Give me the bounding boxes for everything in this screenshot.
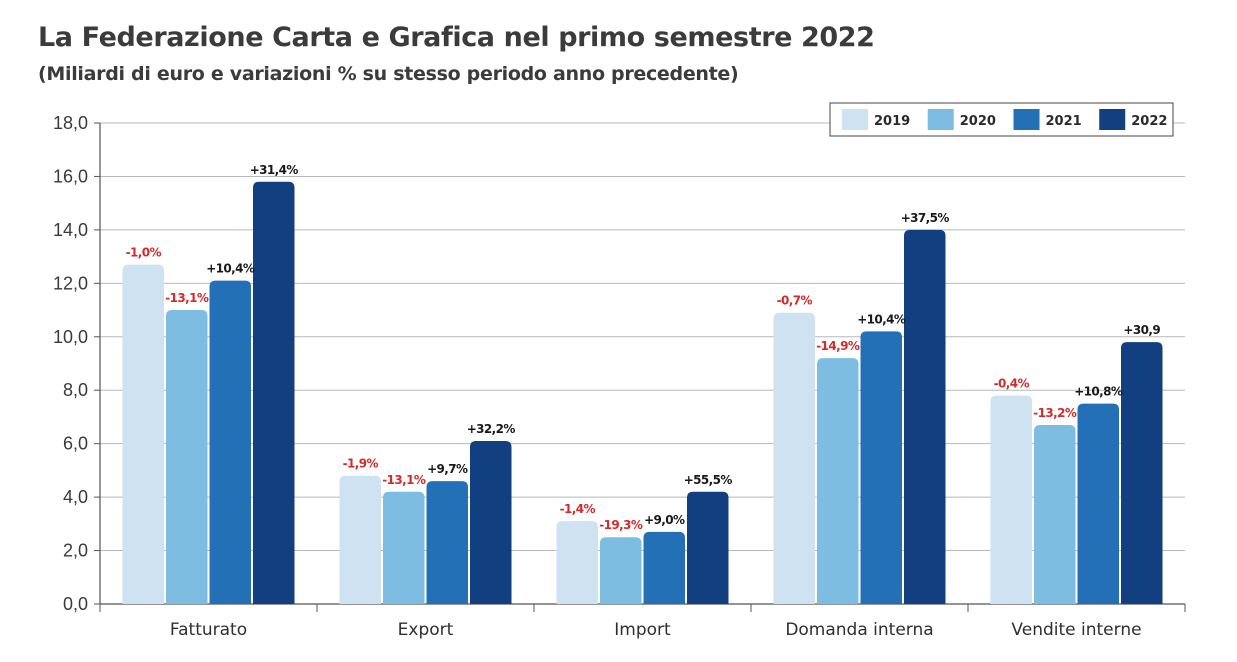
legend: 2019 2020 2021 2022 bbox=[829, 102, 1174, 137]
y-tick-label: 8,0 bbox=[63, 380, 88, 400]
legend-box bbox=[829, 102, 1174, 137]
data-label: +37,5% bbox=[901, 211, 950, 225]
data-label: -0,7% bbox=[777, 294, 813, 308]
bar bbox=[904, 229, 946, 604]
legend-label: 2021 bbox=[1046, 114, 1082, 129]
bar bbox=[687, 491, 729, 604]
bar bbox=[990, 395, 1032, 604]
data-label: -19,3% bbox=[599, 518, 643, 532]
data-label: -14,9% bbox=[816, 339, 860, 353]
legend-label: 2022 bbox=[1131, 114, 1167, 129]
bar bbox=[166, 310, 208, 604]
bar bbox=[470, 440, 512, 604]
data-label: +10,4% bbox=[206, 262, 255, 276]
bar bbox=[209, 280, 251, 604]
legend-swatch bbox=[1099, 109, 1126, 130]
y-tick-label: 16,0 bbox=[53, 166, 88, 186]
x-category-label: Export bbox=[398, 620, 454, 640]
bar bbox=[773, 312, 815, 604]
legend-label: 2020 bbox=[960, 114, 996, 129]
data-label: +32,2% bbox=[467, 422, 516, 436]
legend-swatch bbox=[842, 109, 868, 130]
bars bbox=[122, 181, 1163, 605]
y-tick-label: 2,0 bbox=[63, 541, 88, 561]
y-tick-label: 0,0 bbox=[63, 594, 88, 614]
data-label: -13,1% bbox=[165, 291, 209, 305]
bar bbox=[339, 475, 381, 604]
x-category-label: Import bbox=[614, 620, 671, 640]
y-tick-label: 10,0 bbox=[53, 327, 88, 347]
x-category-label: Vendite interne bbox=[1011, 620, 1141, 640]
bar bbox=[122, 264, 164, 604]
data-label: +10,8% bbox=[1074, 385, 1123, 399]
data-label: -13,1% bbox=[382, 473, 426, 487]
bar bbox=[1034, 424, 1076, 604]
data-label: -1,4% bbox=[560, 502, 596, 516]
data-labels: -1,0%-13,1%+10,4%+31,4%-1,9%-13,1%+9,7%+… bbox=[126, 163, 1161, 532]
bar bbox=[1077, 403, 1119, 604]
x-category-label: Fatturato bbox=[170, 620, 247, 640]
x-category-label: Domanda interna bbox=[785, 620, 933, 640]
data-label: -0,4% bbox=[994, 377, 1030, 391]
bar bbox=[556, 521, 598, 604]
y-tick-label: 6,0 bbox=[63, 434, 88, 454]
data-label: -1,0% bbox=[126, 246, 162, 260]
data-label: +9,7% bbox=[427, 462, 468, 476]
bar bbox=[600, 537, 642, 604]
bar bbox=[253, 181, 295, 605]
y-tick-label: 18,0 bbox=[53, 113, 88, 133]
legend-swatch bbox=[1013, 109, 1040, 130]
y-tick-label: 14,0 bbox=[53, 220, 88, 240]
bar bbox=[1121, 342, 1163, 604]
data-label: +55,5% bbox=[684, 473, 733, 487]
bar bbox=[817, 358, 859, 604]
bar bbox=[383, 491, 425, 604]
data-label: +10,4% bbox=[857, 312, 906, 326]
axes: 0,0 2,0 4,0 6,0 8,0 10,0 12,0 14,0 16,0 18,0 Fattu… bbox=[53, 113, 1186, 640]
y-tick-label: 12,0 bbox=[53, 273, 88, 293]
data-label: +30,9 bbox=[1123, 323, 1160, 337]
bar bbox=[643, 531, 685, 604]
y-tick-label: 4,0 bbox=[63, 487, 88, 507]
legend-swatch bbox=[927, 109, 954, 130]
chart-title: La Federazione Carta e Grafica nel primo… bbox=[38, 22, 875, 53]
bar bbox=[426, 481, 468, 604]
legend-label: 2019 bbox=[874, 114, 910, 129]
data-label: -1,9% bbox=[343, 457, 379, 471]
chart-subtitle: (Miliardi di euro e variazioni % su stes… bbox=[38, 63, 739, 85]
bar bbox=[860, 331, 902, 604]
data-label: +9,0% bbox=[644, 513, 685, 527]
data-label: -13,2% bbox=[1033, 406, 1077, 420]
data-label: +31,4% bbox=[250, 163, 299, 177]
